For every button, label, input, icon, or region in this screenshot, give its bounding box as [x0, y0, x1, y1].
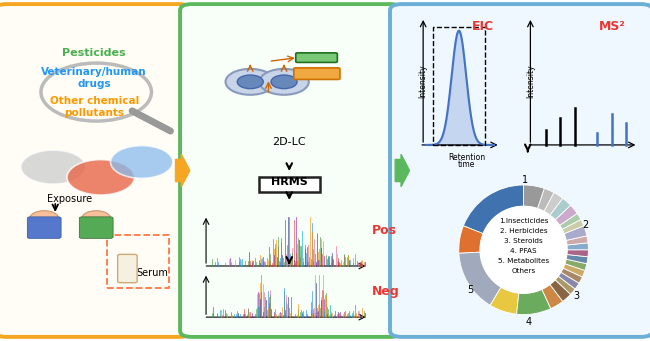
Wedge shape: [567, 250, 588, 257]
Text: 5: 5: [467, 285, 474, 295]
Text: 5. Metabolites: 5. Metabolites: [498, 258, 549, 264]
Text: 2D-LC: 2D-LC: [272, 136, 306, 147]
Wedge shape: [490, 287, 519, 314]
Wedge shape: [550, 280, 571, 301]
Text: Pesticides: Pesticides: [62, 48, 126, 58]
Text: Intensity: Intensity: [419, 64, 428, 98]
Wedge shape: [459, 226, 483, 253]
Wedge shape: [558, 272, 579, 289]
Wedge shape: [563, 264, 585, 277]
Text: 3: 3: [574, 292, 580, 301]
FancyArrow shape: [176, 154, 190, 187]
Text: 4: 4: [526, 317, 532, 327]
Text: 3. Steroids: 3. Steroids: [504, 238, 543, 244]
Text: Exposure: Exposure: [47, 194, 92, 205]
Wedge shape: [463, 185, 523, 234]
Circle shape: [30, 211, 58, 226]
Text: Neg: Neg: [372, 285, 400, 298]
Wedge shape: [567, 243, 588, 250]
Wedge shape: [566, 254, 588, 264]
Wedge shape: [561, 268, 582, 283]
Circle shape: [237, 75, 263, 89]
Wedge shape: [565, 259, 587, 270]
FancyBboxPatch shape: [390, 4, 650, 337]
FancyBboxPatch shape: [79, 217, 113, 238]
Wedge shape: [564, 226, 587, 240]
Text: 4. PFAS: 4. PFAS: [510, 248, 537, 254]
Text: pollutants: pollutants: [64, 107, 124, 118]
Wedge shape: [524, 185, 544, 209]
Circle shape: [67, 160, 135, 195]
Circle shape: [111, 146, 173, 178]
Text: time: time: [458, 160, 475, 169]
Text: 2: 2: [582, 220, 588, 230]
Wedge shape: [566, 236, 588, 245]
Text: 1.Insecticides: 1.Insecticides: [499, 218, 549, 224]
Circle shape: [82, 211, 111, 226]
Circle shape: [259, 69, 309, 95]
Text: EIC: EIC: [472, 20, 494, 33]
Wedge shape: [544, 193, 563, 215]
Wedge shape: [538, 188, 554, 211]
FancyArrow shape: [395, 154, 410, 187]
Text: 2. Herbicides: 2. Herbicides: [500, 228, 547, 234]
Text: Other chemical: Other chemical: [49, 95, 139, 106]
Circle shape: [226, 69, 275, 95]
Wedge shape: [459, 252, 501, 305]
Wedge shape: [560, 213, 581, 229]
Text: Intensity: Intensity: [526, 64, 535, 98]
Wedge shape: [555, 276, 575, 294]
Text: Others: Others: [512, 268, 536, 275]
Circle shape: [480, 206, 567, 293]
Text: Pos: Pos: [372, 224, 396, 237]
FancyBboxPatch shape: [0, 4, 190, 337]
FancyBboxPatch shape: [259, 177, 320, 192]
FancyBboxPatch shape: [27, 217, 61, 238]
Text: HRMS: HRMS: [271, 177, 307, 188]
Bar: [433, 27, 485, 145]
Text: MS²: MS²: [599, 20, 626, 33]
FancyBboxPatch shape: [118, 254, 137, 283]
Circle shape: [21, 150, 86, 184]
FancyBboxPatch shape: [296, 53, 337, 62]
Text: Retention: Retention: [448, 153, 485, 162]
Text: Veterinary/human: Veterinary/human: [42, 66, 147, 77]
Wedge shape: [542, 284, 563, 309]
Text: 1: 1: [522, 175, 528, 185]
FancyBboxPatch shape: [294, 68, 340, 79]
Circle shape: [271, 75, 297, 89]
Text: drugs: drugs: [77, 78, 111, 89]
Text: Serum: Serum: [136, 268, 168, 278]
Wedge shape: [550, 198, 571, 220]
Wedge shape: [555, 205, 577, 225]
Wedge shape: [562, 220, 584, 234]
Wedge shape: [517, 289, 551, 314]
FancyBboxPatch shape: [180, 4, 402, 337]
